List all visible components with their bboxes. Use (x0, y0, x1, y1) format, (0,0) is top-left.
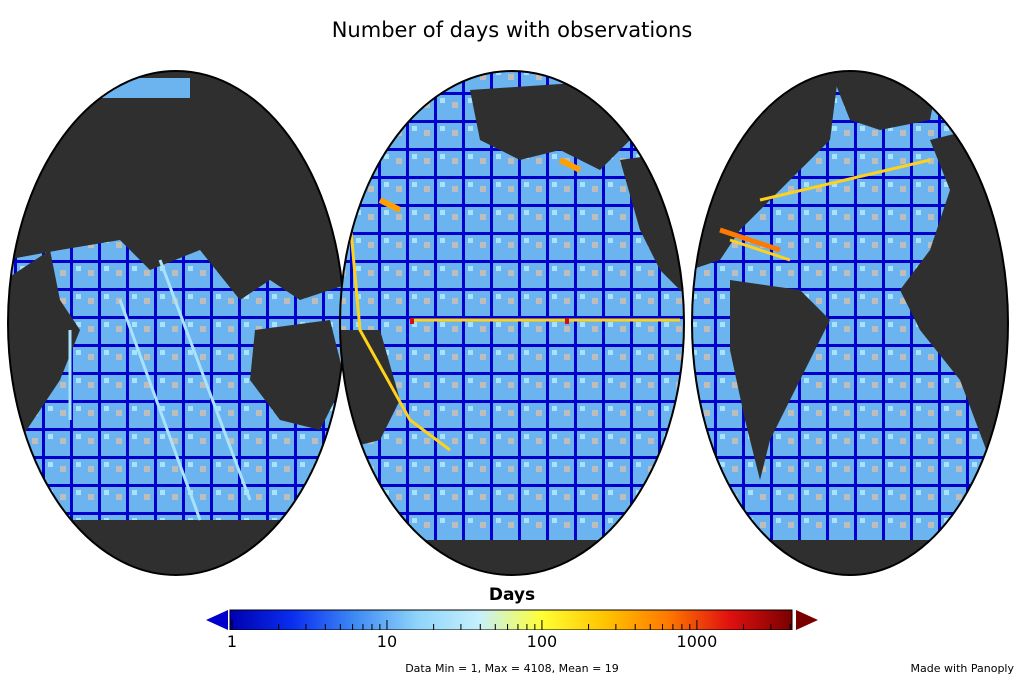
colorbar-label: Days (488, 585, 536, 605)
interrupted-goode-map (7, 70, 1009, 576)
credit-text: Made with Panoply (910, 662, 1014, 675)
land-europe-africa (900, 120, 1008, 470)
colorbar-tick-label: 100 (526, 632, 558, 651)
data-stats: Data Min = 1, Max = 4108, Mean = 19 (405, 662, 619, 675)
map-title: Number of days with observations (331, 18, 693, 42)
land-antarctica-left (8, 520, 344, 575)
land-australia (250, 320, 344, 430)
colorbar-tick-label: 10 (376, 632, 398, 651)
colorbar-overflow-arrow (796, 610, 818, 630)
colorbar-tick-label: 1000 (676, 632, 718, 651)
colorbar-underflow-arrow (206, 610, 228, 630)
colorbar (206, 609, 818, 630)
colorbar-gradient (229, 609, 793, 630)
land-eurasia (8, 71, 344, 300)
lobe-pacific-ocean (339, 70, 685, 576)
land-south-america (730, 280, 830, 480)
land-africa-east (8, 250, 80, 440)
colorbar-tick-label: 1 (226, 632, 238, 651)
colorbar-ticks (231, 620, 791, 630)
lobe-atlantic-ocean (691, 70, 1009, 576)
lobe-indian-ocean (7, 70, 345, 576)
